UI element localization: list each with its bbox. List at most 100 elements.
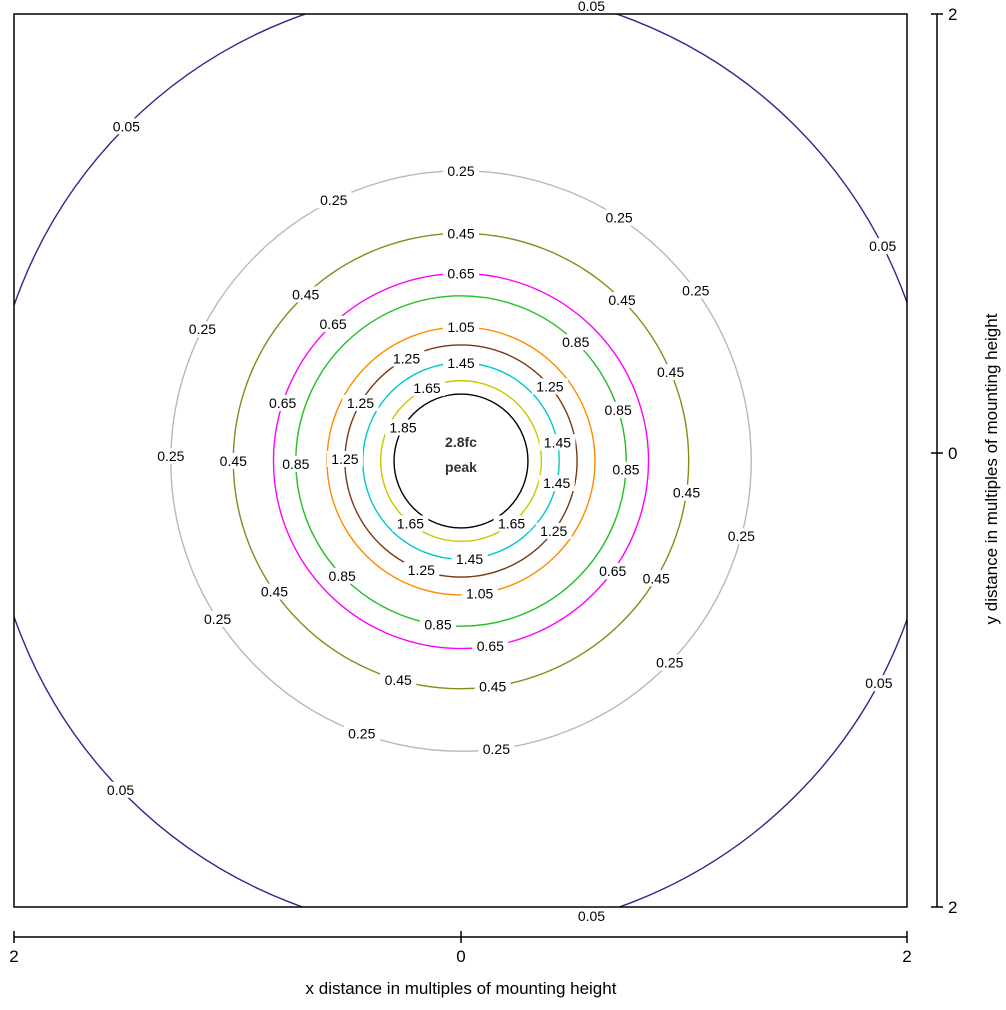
contour-label: 0.65 bbox=[477, 638, 504, 654]
contour-label: 0.05 bbox=[578, 0, 605, 14]
contour-label-bg bbox=[652, 364, 689, 381]
contour-label: 0.85 bbox=[562, 334, 589, 350]
contour-label-bg bbox=[557, 334, 594, 351]
contour-label-bg bbox=[668, 484, 705, 501]
contour-line-1-85 bbox=[393, 393, 529, 529]
contour-label-bg bbox=[184, 321, 221, 338]
y-tick-label-bottom: 2 bbox=[948, 898, 957, 917]
contour-label-bg bbox=[380, 671, 417, 688]
contour-label: 1.45 bbox=[447, 355, 474, 371]
contour-label-bg bbox=[451, 550, 488, 567]
contour-label-bg bbox=[443, 225, 479, 242]
contour-label: 0.85 bbox=[282, 456, 309, 472]
contour-label-bg bbox=[461, 585, 498, 602]
y-tick-label-center: 0 bbox=[948, 444, 957, 463]
contour-label: 1.45 bbox=[544, 434, 571, 450]
contour-label: 1.25 bbox=[347, 395, 374, 411]
contour-label: 0.05 bbox=[578, 908, 605, 924]
contour-label: 1.65 bbox=[397, 515, 424, 531]
contour-label: 0.65 bbox=[599, 563, 626, 579]
contour-label: 1.45 bbox=[456, 551, 483, 567]
contour-label-bg bbox=[860, 675, 897, 692]
contour-label: 1.65 bbox=[413, 380, 440, 396]
y-axis: 2 0 2 y distance in multiples of mountin… bbox=[931, 5, 1001, 917]
contour-label-bg bbox=[443, 162, 479, 179]
contour-label: 0.25 bbox=[348, 726, 375, 742]
contour-label: 0.45 bbox=[292, 286, 319, 302]
contour-label: 1.25 bbox=[540, 523, 567, 539]
contour-label: 0.25 bbox=[656, 655, 683, 671]
contour-label: 1.25 bbox=[331, 451, 358, 467]
contour-label: 0.25 bbox=[728, 528, 755, 544]
contour-label-bg bbox=[604, 291, 641, 308]
contour-label-bg bbox=[108, 118, 145, 135]
contour-label-bg bbox=[277, 455, 314, 472]
contour-label: 0.85 bbox=[424, 617, 451, 633]
contour-label-bg bbox=[531, 378, 568, 395]
peak-value-label: 2.8fc bbox=[445, 434, 477, 450]
contour-label-bg bbox=[392, 515, 429, 532]
contour-label-bg bbox=[594, 563, 631, 580]
contour-label-bg bbox=[443, 354, 479, 371]
contour-label: 0.25 bbox=[320, 192, 347, 208]
contour-label-bg bbox=[478, 741, 515, 758]
contour-label-bg bbox=[443, 265, 479, 282]
contour-label: 0.85 bbox=[604, 402, 631, 418]
contour-label: 0.65 bbox=[319, 316, 346, 332]
x-axis-title: x distance in multiples of mounting heig… bbox=[306, 979, 617, 998]
contour-label-bg bbox=[472, 638, 509, 655]
contour-label-bg bbox=[102, 781, 139, 798]
plot-frame bbox=[13, 13, 908, 908]
contour-label: 0.05 bbox=[869, 238, 896, 254]
contour-label: 0.05 bbox=[113, 118, 140, 134]
contour-label: 0.45 bbox=[447, 225, 474, 241]
y-tick-label-top: 2 bbox=[948, 5, 957, 24]
contour-label: 0.25 bbox=[204, 611, 231, 627]
contour-line-1-65 bbox=[379, 379, 543, 543]
contour-label-bg bbox=[215, 453, 252, 469]
contour-label-bg bbox=[600, 401, 637, 418]
contour-label-bg bbox=[199, 611, 236, 628]
contour-label: 0.25 bbox=[682, 282, 709, 298]
contour-label-bg bbox=[535, 522, 572, 539]
contour-label-bg bbox=[342, 394, 379, 411]
contour-label: 0.45 bbox=[220, 453, 247, 469]
contour-label-bg bbox=[474, 678, 511, 695]
contour-label-bg bbox=[539, 434, 576, 451]
contour-label: 0.05 bbox=[865, 675, 892, 691]
contour-label: 0.25 bbox=[605, 210, 632, 226]
contour-label: 0.25 bbox=[483, 741, 510, 757]
x-tick-label-left: 2 bbox=[9, 947, 18, 966]
x-tick-label-center: 0 bbox=[456, 947, 465, 966]
contour-label: 0.05 bbox=[107, 782, 134, 798]
contour-label: 1.25 bbox=[408, 562, 435, 578]
contour-label: 1.05 bbox=[466, 586, 493, 602]
contour-label-bg bbox=[573, 907, 610, 924]
peak-annotation: 2.8fc peak bbox=[445, 434, 477, 475]
contour-label: 0.85 bbox=[329, 568, 356, 584]
contour-label-bg bbox=[864, 238, 901, 255]
contour-label-bg bbox=[601, 209, 638, 226]
contour-label: 0.45 bbox=[479, 678, 506, 694]
contour-label-bg bbox=[384, 419, 421, 436]
contour-label: 0.65 bbox=[269, 395, 296, 411]
contour-label-bg bbox=[388, 350, 425, 367]
contour-label-bg bbox=[256, 583, 293, 600]
contour-label: 1.05 bbox=[447, 319, 474, 335]
x-tick-label-right: 2 bbox=[902, 947, 911, 966]
contour-label-bg bbox=[287, 286, 324, 303]
contour-label: 0.45 bbox=[643, 570, 670, 586]
contour-label-bg bbox=[315, 192, 352, 209]
contour-label-bg bbox=[538, 475, 575, 492]
contour-label-bg bbox=[638, 570, 675, 587]
contour-label: 0.45 bbox=[385, 672, 412, 688]
contour-label: 0.25 bbox=[157, 448, 184, 464]
contour-label: 0.45 bbox=[608, 292, 635, 308]
contour-label-bg bbox=[607, 461, 644, 478]
contour-label: 0.45 bbox=[261, 584, 288, 600]
contour-label: 0.45 bbox=[657, 364, 684, 380]
contour-label-bg bbox=[573, 0, 610, 15]
contour-label-bg bbox=[152, 447, 189, 464]
